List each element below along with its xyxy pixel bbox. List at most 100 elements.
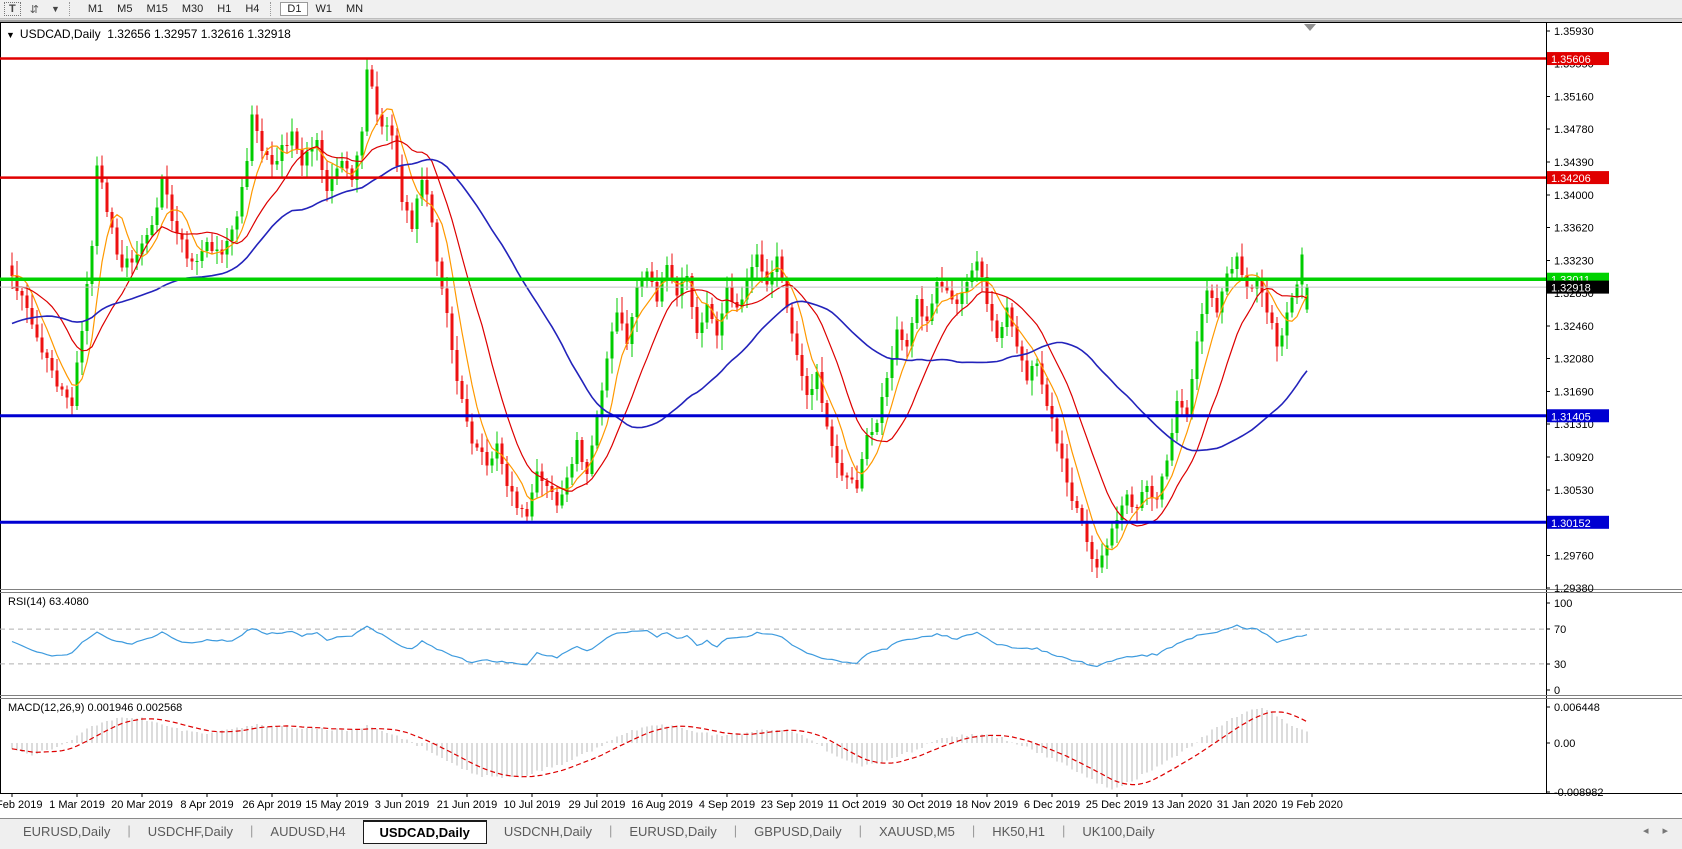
chart-tab-hk50-h1[interactable]: HK50,H1 xyxy=(992,824,1045,839)
macd-axis: 0.006448 0.00 -0.008982 xyxy=(1546,702,1604,799)
macd-values: 0.001946 0.002568 xyxy=(87,702,183,714)
toolbar: T ⇵ ▼ M1 M5 M15 M30 H1 H4 D1 W1 MN xyxy=(0,0,1682,18)
timeframe-button-h1[interactable]: H1 xyxy=(210,2,238,16)
toolbar-dropdown-caret[interactable]: ▼ xyxy=(48,3,63,15)
svg-text:8 Apr 2019: 8 Apr 2019 xyxy=(180,799,233,811)
svg-text:4 Sep 2019: 4 Sep 2019 xyxy=(699,799,755,811)
rsi-line xyxy=(11,624,1308,668)
chart-frame xyxy=(0,22,1682,794)
chart-hscroll-strip[interactable] xyxy=(0,18,1682,22)
svg-text:18 Nov 2019: 18 Nov 2019 xyxy=(956,799,1018,811)
chart-tab-eurusd-daily[interactable]: EURUSD,Daily xyxy=(23,824,111,839)
svg-text:3 Jun 2019: 3 Jun 2019 xyxy=(375,799,429,811)
chart-tab-uk100-daily[interactable]: UK100,Daily xyxy=(1082,824,1155,839)
svg-text:1.30152: 1.30152 xyxy=(1551,518,1591,530)
tab-separator: | xyxy=(733,823,738,838)
svg-text:1.30920: 1.30920 xyxy=(1554,452,1594,464)
text-tool-button[interactable]: T xyxy=(4,2,21,16)
svg-text:1.35160: 1.35160 xyxy=(1554,91,1594,103)
chart-area: 1.359301.355501.351601.347801.343901.340… xyxy=(0,22,1682,818)
svg-text:30 Oct 2019: 30 Oct 2019 xyxy=(892,799,952,811)
tab-separator: | xyxy=(608,823,613,838)
toolbar-grip xyxy=(68,2,75,16)
tab-separator: | xyxy=(1061,823,1066,838)
svg-text:0.006448: 0.006448 xyxy=(1554,702,1600,714)
svg-text:21 Jun 2019: 21 Jun 2019 xyxy=(437,799,498,811)
svg-text:1.34390: 1.34390 xyxy=(1554,157,1594,169)
timeframe-button-m15[interactable]: M15 xyxy=(139,2,174,16)
rsi-indicator-label: RSI(14) 63.4080 xyxy=(8,596,89,608)
svg-text:1.35606: 1.35606 xyxy=(1551,54,1591,66)
svg-text:19 Feb 2020: 19 Feb 2020 xyxy=(1281,799,1343,811)
svg-text:-0.008982: -0.008982 xyxy=(1554,787,1604,799)
tab-separator: | xyxy=(858,823,862,838)
macd-histogram xyxy=(11,707,1308,790)
timeframe-button-mn[interactable]: MN xyxy=(339,2,370,16)
ma-slow-line xyxy=(11,158,1308,452)
svg-text:1.30530: 1.30530 xyxy=(1554,485,1594,497)
svg-text:1.34780: 1.34780 xyxy=(1554,124,1594,136)
timeframe-button-w1[interactable]: W1 xyxy=(308,2,339,16)
svg-text:11 Oct 2019: 11 Oct 2019 xyxy=(827,799,886,811)
chart-tab-usdcad-daily[interactable]: USDCAD,Daily xyxy=(362,820,487,844)
ma-mid-line xyxy=(11,139,1308,527)
chart-title: ▼ USDCAD,Daily 1.32656 1.32957 1.32616 1.… xyxy=(6,27,291,41)
svg-text:1.31690: 1.31690 xyxy=(1554,387,1594,399)
toolbar-grip xyxy=(270,2,276,16)
chart-tab-usdchf-daily[interactable]: USDCHF,Daily xyxy=(147,824,234,839)
svg-text:23 Sep 2019: 23 Sep 2019 xyxy=(761,799,823,811)
chart-tab-xauusd-m5[interactable]: XAUUSD,M5 xyxy=(878,824,955,839)
svg-text:1.35930: 1.35930 xyxy=(1554,26,1594,38)
timeframe-button-group: M1 M5 M15 M30 H1 H4 D1 W1 MN xyxy=(81,2,370,16)
timeframe-button-m5[interactable]: M5 xyxy=(110,2,139,16)
chart-shift-marker[interactable] xyxy=(1304,24,1316,31)
svg-text:1.29760: 1.29760 xyxy=(1554,551,1594,563)
chart-canvas[interactable]: 1.359301.355501.351601.347801.343901.340… xyxy=(0,22,1682,818)
chart-symbol: USDCAD,Daily xyxy=(19,27,101,41)
svg-text:70: 70 xyxy=(1554,624,1566,636)
svg-text:1.33620: 1.33620 xyxy=(1554,222,1594,234)
svg-text:10 Jul 2019: 10 Jul 2019 xyxy=(504,799,561,811)
svg-text:1.34206: 1.34206 xyxy=(1551,173,1591,185)
price-axis: 1.359301.355501.351601.347801.343901.340… xyxy=(1546,26,1594,595)
cycle-colors-button[interactable]: ⇵ xyxy=(23,2,46,17)
svg-text:20 Mar 2019: 20 Mar 2019 xyxy=(111,799,173,811)
svg-text:100: 100 xyxy=(1554,598,1572,610)
symbol-dropdown-icon[interactable]: ▼ xyxy=(6,30,15,40)
svg-text:15 May 2019: 15 May 2019 xyxy=(305,799,369,811)
tab-scroll-right-icon[interactable]: ▸ xyxy=(1662,825,1668,837)
svg-text:30: 30 xyxy=(1554,659,1566,671)
svg-text:13 Jan 2020: 13 Jan 2020 xyxy=(1152,799,1213,811)
svg-text:0.00: 0.00 xyxy=(1554,738,1575,750)
chart-tab-usdcnh-daily[interactable]: USDCNH,Daily xyxy=(503,824,592,839)
rsi-pane: 100 70 30 0 xyxy=(0,598,1572,697)
date-axis: 11 Feb 2019 1 Mar 2019 20 Mar 2019 8 Apr 20… xyxy=(0,793,1343,811)
svg-text:1.32918: 1.32918 xyxy=(1551,283,1591,295)
svg-text:29 Jul 2019: 29 Jul 2019 xyxy=(569,799,626,811)
rsi-name: RSI(14) xyxy=(8,596,46,608)
timeframe-button-m1[interactable]: M1 xyxy=(81,2,110,16)
tab-scroll-left-icon[interactable]: ◂ xyxy=(1642,825,1649,837)
svg-text:25 Dec 2019: 25 Dec 2019 xyxy=(1086,799,1148,811)
timeframe-button-m30[interactable]: M30 xyxy=(175,2,210,16)
tab-separator: | xyxy=(250,823,254,838)
timeframe-button-d1[interactable]: D1 xyxy=(280,2,309,16)
chart-tab-bar: EURUSD,Daily | USDCHF,Daily | AUDUSD,H4 USDCA… xyxy=(0,818,1682,849)
macd-indicator-label: MACD(12,26,9) 0.001946 0.002568 xyxy=(8,702,182,714)
chart-tab-audusd-h4[interactable]: AUDUSD,H4 xyxy=(270,824,346,839)
chart-tab-eurusd-daily[interactable]: EURUSD,Daily xyxy=(629,824,717,839)
chart-tab-gbpusd-daily[interactable]: GBPUSD,Daily xyxy=(754,824,842,839)
current-price-line: 1.32918 xyxy=(0,280,1609,295)
tab-separator: | xyxy=(971,823,976,838)
timeframe-button-h4[interactable]: H4 xyxy=(238,2,266,16)
svg-text:31 Jan 2020: 31 Jan 2020 xyxy=(1217,799,1278,811)
tab-separator: | xyxy=(127,823,131,838)
svg-text:1.29380: 1.29380 xyxy=(1554,583,1594,595)
chart-ohlc-values: 1.32656 1.32957 1.32616 1.32918 xyxy=(107,27,291,41)
macd-signal-line xyxy=(11,711,1308,786)
macd-name: MACD(12,26,9) xyxy=(8,702,85,714)
svg-text:1.31405: 1.31405 xyxy=(1551,411,1591,423)
rsi-value: 63.4080 xyxy=(48,596,89,608)
